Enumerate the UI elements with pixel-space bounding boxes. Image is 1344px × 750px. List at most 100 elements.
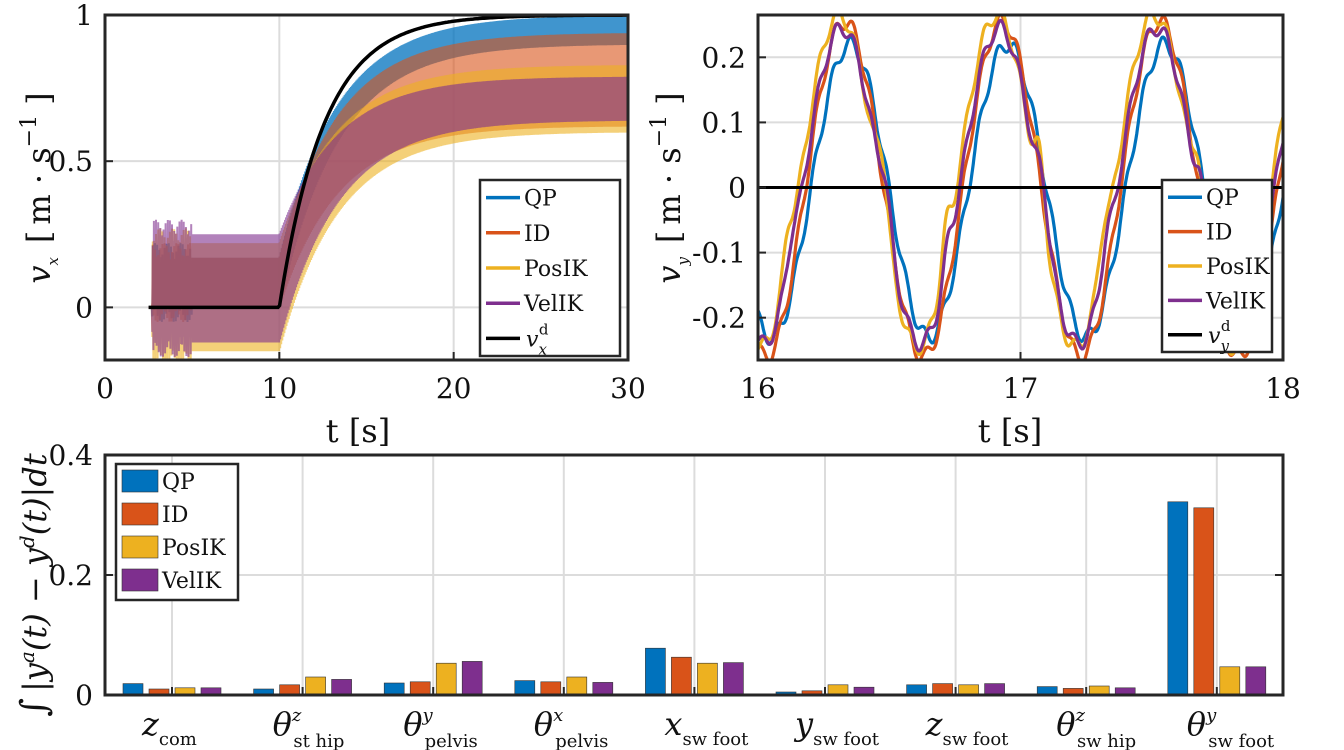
error-tick-label-y: 0: [75, 679, 93, 712]
vy-legend-label-PosIK: PosIK: [1206, 255, 1270, 280]
vy-y-axis-label: vy [m · s−1]: [647, 92, 692, 283]
error-category-sym: x: [664, 705, 682, 743]
error-category-label: θx pelvis: [534, 705, 609, 750]
error-category-labels: zcom θz st hip θy pelvis θx pelvis xsw foot ysw …: [141, 705, 1275, 750]
error-bar-PosIK: [697, 662, 718, 696]
error-category-label: θz st hip: [273, 705, 345, 750]
error-legend-swatch-PosIK: [121, 535, 159, 559]
error-legend-label-PosIK: PosIK: [162, 536, 226, 561]
error-bar-ID: [932, 683, 953, 696]
vy-chart: 16 17 18-0.2-0.100.10.2 vy[m · s−1] t [s] …: [647, 13, 1301, 450]
error-tick-label-y: 0.2: [48, 559, 93, 592]
vx-ylabel-unit: m · s: [20, 147, 58, 224]
vy-x-axis-label: t [s]: [978, 412, 1042, 450]
vy-legend-ref-sym: v: [1208, 324, 1221, 349]
error-category-label: θy pelvis: [403, 705, 478, 750]
error-bar-QP: [514, 680, 536, 696]
error-category-label: zcom: [141, 705, 197, 750]
vx-ylabel-sym: v: [20, 266, 58, 284]
error-legend-swatch-VelIK: [121, 568, 159, 592]
error-bar-QP: [383, 682, 405, 696]
vy-tick-label-y: -0.2: [692, 302, 746, 335]
error-category-sym: θ: [1187, 705, 1206, 743]
vx-tick-label-y: 0: [75, 291, 93, 324]
vy-legend-ref-sup: d: [1221, 317, 1231, 335]
error-bar-VelIK: [984, 683, 1005, 696]
error-bar-PosIK: [566, 676, 588, 696]
error-legend-swatch-ID: [121, 502, 159, 526]
error-bar-QP: [1167, 501, 1189, 696]
error-ticks: 0 0.2 0.4: [48, 439, 1283, 712]
vx-legend-ref-sub: x: [538, 340, 547, 358]
vy-legend-label-ref: vyd: [1208, 317, 1231, 355]
vx-x-axis-label: t [s]: [326, 412, 390, 450]
error-bar-chart: 00.20.4 ∫|ya(t) − yd(t)|dt zcom θz st hip θ…: [14, 439, 1285, 750]
vx-ylabel-close: ]: [20, 92, 58, 104]
vy-ylabel-sym: v: [650, 266, 688, 284]
err-ylabel-close: (t)|dt: [16, 453, 54, 535]
vy-legend: QP ID PosIK VelIK vyd: [1160, 178, 1274, 355]
error-category-sub: sw foot: [813, 729, 880, 750]
error-category-label: xsw foot: [664, 705, 749, 750]
error-category-sym: y: [793, 705, 814, 743]
vx-legend-label-ref: vxd: [526, 320, 549, 358]
vy-tick-label-y: 0.1: [701, 106, 746, 139]
error-category-sub: sw foot: [942, 729, 1009, 750]
error-category-sym: θ: [273, 705, 292, 743]
error-bar-PosIK: [1219, 666, 1241, 696]
vy-legend-label-VelIK: VelIK: [1205, 289, 1266, 314]
vx-ylabel-open: [: [20, 231, 58, 243]
error-category-sub: st hip: [293, 731, 344, 750]
svg-text:vy[m · s−1]: vy [m · s−1]: [647, 92, 692, 283]
vx-tick-label-x: 0: [96, 372, 114, 405]
error-category-sup: y: [421, 705, 433, 726]
vy-legend-label-QP: QP: [1206, 186, 1239, 211]
error-category-label: θz sw hip: [1056, 705, 1136, 750]
error-category-sub: sw hip: [1077, 731, 1136, 750]
error-legend-swatch-QP: [121, 469, 159, 493]
vx-tick-label-y: 1: [75, 0, 93, 32]
vx-tick-label-x: 20: [436, 372, 472, 405]
vx-legend-ref-sup: d: [539, 320, 549, 338]
svg-text:vx[m · s−1]: vx [m · s−1]: [17, 92, 62, 283]
vx-legend-ref-sym: v: [526, 327, 539, 352]
err-ylabel-open: |y: [16, 662, 54, 692]
vy-tick-label-x: 16: [740, 372, 776, 405]
vx-legend: QP ID PosIK VelIK vxd: [478, 178, 622, 358]
error-legend-label-ID: ID: [162, 503, 188, 528]
error-bar-QP: [122, 683, 144, 696]
vx-legend-label-ID: ID: [524, 222, 550, 247]
error-category-sub: pelvis: [555, 731, 608, 750]
error-category-sup: z: [291, 705, 302, 726]
error-bar-ID: [540, 681, 562, 696]
error-category-sup: z: [1074, 705, 1085, 726]
error-bar-VelIK: [723, 662, 744, 696]
vx-ticks: 0 10 20 30 0 0.5 1: [48, 0, 645, 405]
vy-ylabel-unit: m · s: [650, 147, 688, 224]
error-category-sym: z: [925, 705, 944, 743]
error-bar-PosIK: [958, 684, 979, 696]
vy-tick-label-x: 18: [1265, 372, 1301, 405]
vy-legend-label-ID: ID: [1206, 221, 1232, 246]
vy-tick-label-y: -0.1: [692, 237, 746, 270]
error-bar-ID: [279, 684, 300, 696]
error-category-sym: θ: [534, 705, 553, 743]
error-category-label: zsw foot: [925, 705, 1010, 750]
error-bar-QP: [906, 684, 927, 696]
vy-ylabel-exp: −1: [647, 115, 672, 147]
vy-tick-label-y: 0.2: [701, 41, 746, 74]
error-category-sym: θ: [403, 705, 422, 743]
error-category-sup: y: [1205, 705, 1217, 726]
vy-ylabel-close: ]: [650, 92, 688, 104]
error-category-sub: sw foot: [1208, 731, 1275, 750]
vx-legend-label-QP: QP: [524, 187, 557, 212]
vx-ylabel-exp: −1: [17, 115, 42, 147]
error-bar-ID: [1193, 507, 1215, 696]
vx-y-axis-label: vx [m · s−1]: [17, 92, 62, 283]
err-ylabel-sup-a: a: [15, 651, 39, 663]
error-category-sup: x: [553, 705, 563, 726]
error-bar-VelIK: [331, 679, 352, 696]
vx-tick-label-y: 0.5: [48, 145, 93, 178]
vy-tick-label-x: 17: [1003, 372, 1039, 405]
